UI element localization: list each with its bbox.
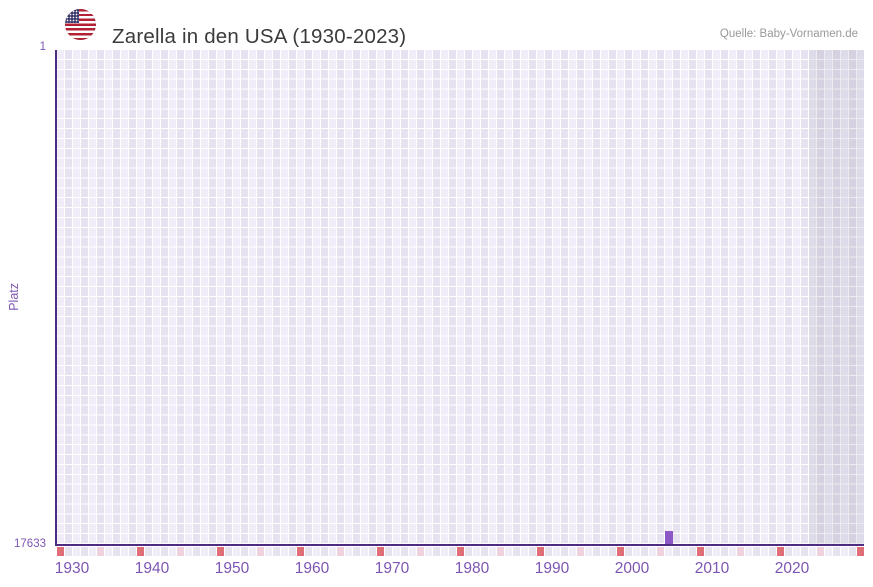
- half-decade-marker-1995: [577, 547, 584, 556]
- decade-marker-1980: [457, 547, 464, 556]
- decade-marker-2000: [617, 547, 624, 556]
- x-tick-label-1940: 1940: [134, 560, 170, 577]
- decade-marker-1950: [217, 547, 224, 556]
- x-tick-label-1930: 1930: [54, 560, 90, 577]
- x-axis-tick-labels: 1930 1940 1950 1960 1970 1980 1990 2000 2010 2020: [0, 560, 873, 582]
- decade-marker-1940: [137, 547, 144, 556]
- grid-background: [57, 50, 864, 544]
- x-tick-label-1970: 1970: [374, 560, 410, 577]
- half-decade-marker-2005: [657, 547, 664, 556]
- x-tick-label-2000: 2000: [614, 560, 650, 577]
- half-decade-marker-1985: [497, 547, 504, 556]
- half-decade-marker-1965: [337, 547, 344, 556]
- y-axis-bottom-tick-label: 17633: [14, 538, 46, 550]
- page-title: Zarella in den USA (1930-2023): [112, 24, 407, 48]
- decade-marker-1990: [537, 547, 544, 556]
- x-tick-label-1990: 1990: [534, 560, 570, 577]
- x-tick-label-1960: 1960: [294, 560, 330, 577]
- us-flag-icon: [65, 9, 96, 40]
- decade-marker-1970: [377, 547, 384, 556]
- plot-area: [55, 50, 864, 546]
- decade-marker-2030: [857, 547, 864, 556]
- x-tick-label-2020: 2020: [774, 560, 810, 577]
- decade-marker-2020: [777, 547, 784, 556]
- half-decade-marker-2015: [737, 547, 744, 556]
- us-flag-canton-stars: [65, 9, 79, 23]
- half-decade-marker-1935: [97, 547, 104, 556]
- no-data-region: [809, 50, 864, 544]
- rank-bar-2006[interactable]: [665, 531, 673, 544]
- timeline-marker-row: [57, 547, 864, 556]
- half-decade-marker-1945: [177, 547, 184, 556]
- y-axis-top-tick-label: 1: [39, 41, 46, 53]
- x-tick-label-2010: 2010: [694, 560, 730, 577]
- half-decade-marker-1975: [417, 547, 424, 556]
- x-tick-label-1950: 1950: [214, 560, 250, 577]
- y-axis-title: Platz: [7, 283, 21, 311]
- half-decade-marker-2025: [817, 547, 824, 556]
- decade-marker-2010: [697, 547, 704, 556]
- source-attribution: Quelle: Baby-Vornamen.de: [719, 28, 858, 40]
- decade-marker-1930: [57, 547, 64, 556]
- decade-marker-1960: [297, 547, 304, 556]
- x-tick-label-1980: 1980: [454, 560, 490, 577]
- half-decade-marker-1955: [257, 547, 264, 556]
